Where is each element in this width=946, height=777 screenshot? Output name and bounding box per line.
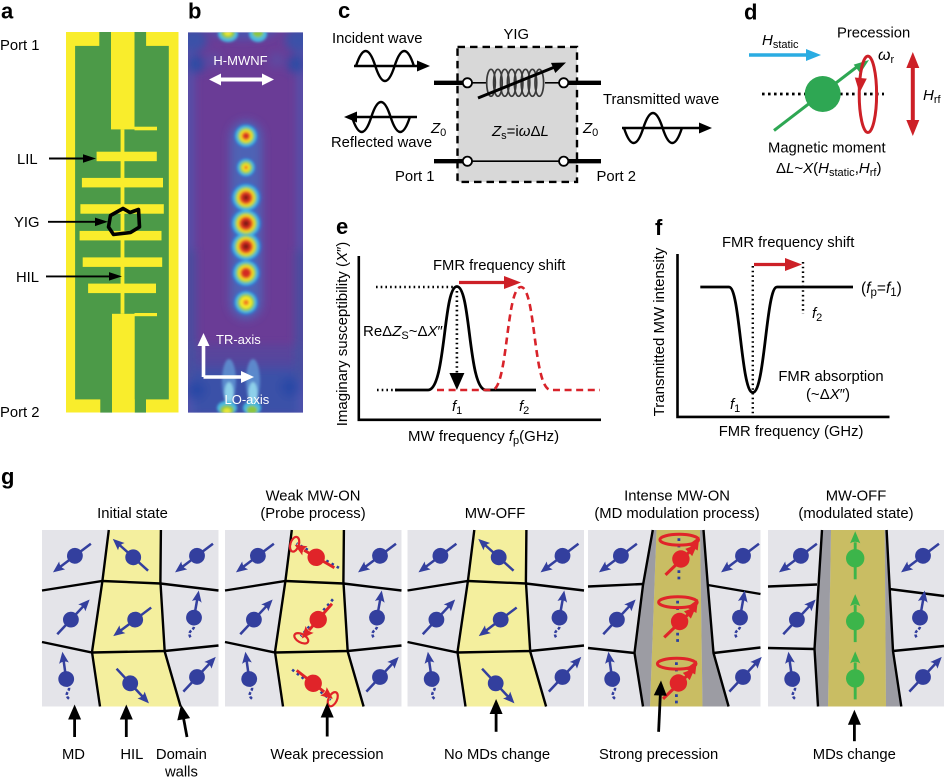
svg-text:MD: MD — [62, 747, 85, 763]
svg-text:Zs=iωΔL: Zs=iωΔL — [491, 123, 549, 142]
svg-text:f1: f1 — [730, 396, 740, 415]
svg-text:f2: f2 — [812, 305, 822, 324]
svg-text:YIG: YIG — [504, 27, 530, 43]
svg-text:MW-OFF: MW-OFF — [465, 506, 526, 522]
svg-text:ReΔZS~ΔX″: ReΔZS~ΔX″ — [363, 323, 444, 342]
svg-text:LO-axis: LO-axis — [225, 392, 270, 407]
svg-text:Z0: Z0 — [430, 120, 446, 139]
svg-text:Imaginary susceptibility (X″): Imaginary susceptibility (X″) — [334, 242, 351, 427]
svg-text:Hstatic: Hstatic — [762, 32, 799, 51]
svg-text:(~ΔX″): (~ΔX″) — [806, 386, 850, 403]
svg-text:Port 1: Port 1 — [395, 169, 434, 185]
svg-text:f1: f1 — [452, 398, 462, 417]
svg-text:a: a — [1, 0, 14, 23]
svg-text:Magnetic moment: Magnetic moment — [768, 141, 886, 157]
svg-text:walls: walls — [164, 765, 198, 777]
svg-text:FMR frequency shift: FMR frequency shift — [722, 235, 854, 251]
svg-text:d: d — [744, 0, 757, 25]
svg-text:Port 2: Port 2 — [0, 405, 39, 421]
svg-text:(MD modulation process): (MD modulation process) — [594, 506, 759, 522]
svg-text:Precession: Precession — [837, 26, 910, 42]
svg-text:Transmitted MW intensity: Transmitted MW intensity — [651, 247, 668, 416]
svg-text:Hrf: Hrf — [923, 87, 942, 106]
svg-text:Port 2: Port 2 — [597, 169, 636, 185]
svg-text:Strong precession: Strong precession — [599, 747, 718, 763]
svg-text:ωr: ωr — [878, 47, 894, 66]
svg-text:TR-axis: TR-axis — [216, 332, 261, 347]
svg-text:MW-OFF: MW-OFF — [826, 489, 887, 505]
svg-text:f: f — [655, 215, 663, 240]
svg-text:Z0: Z0 — [582, 120, 598, 139]
svg-text:c: c — [338, 0, 350, 23]
svg-text:FMR frequency (GHz): FMR frequency (GHz) — [719, 424, 864, 440]
svg-text:g: g — [1, 464, 14, 489]
svg-text:ΔL~X(Hstatic,Hrf): ΔL~X(Hstatic,Hrf) — [776, 160, 881, 179]
svg-text:(Probe process): (Probe process) — [260, 506, 365, 522]
svg-text:No MDs change: No MDs change — [444, 747, 550, 763]
svg-text:HIL: HIL — [16, 270, 39, 286]
svg-text:YIG: YIG — [14, 215, 40, 231]
svg-text:e: e — [336, 214, 348, 239]
svg-text:Reflected wave: Reflected wave — [331, 135, 432, 151]
svg-text:MDs change: MDs change — [813, 747, 896, 763]
svg-text:HIL: HIL — [120, 747, 143, 763]
svg-text:LIL: LIL — [17, 152, 38, 168]
svg-text:b: b — [188, 0, 201, 23]
svg-text:Weak MW-ON: Weak MW-ON — [266, 489, 361, 505]
svg-text:Intense MW-ON: Intense MW-ON — [624, 489, 730, 505]
svg-text:Port 1: Port 1 — [0, 38, 39, 54]
svg-text:FMR absorption: FMR absorption — [778, 369, 883, 385]
svg-text:(modulated state): (modulated state) — [798, 506, 913, 522]
svg-text:H-MWNF: H-MWNF — [213, 53, 267, 68]
svg-text:Weak precession: Weak precession — [270, 747, 383, 763]
svg-text:Incident wave: Incident wave — [332, 31, 422, 47]
svg-text:Transmitted wave: Transmitted wave — [603, 92, 719, 108]
svg-text:f2: f2 — [519, 398, 529, 417]
svg-text:MW frequency fp(GHz): MW frequency fp(GHz) — [408, 428, 559, 447]
svg-text:Initial state: Initial state — [97, 506, 168, 522]
svg-text:Domain: Domain — [156, 747, 207, 763]
svg-text:(fp=f1): (fp=f1) — [861, 280, 902, 299]
svg-text:FMR frequency shift: FMR frequency shift — [433, 258, 565, 274]
